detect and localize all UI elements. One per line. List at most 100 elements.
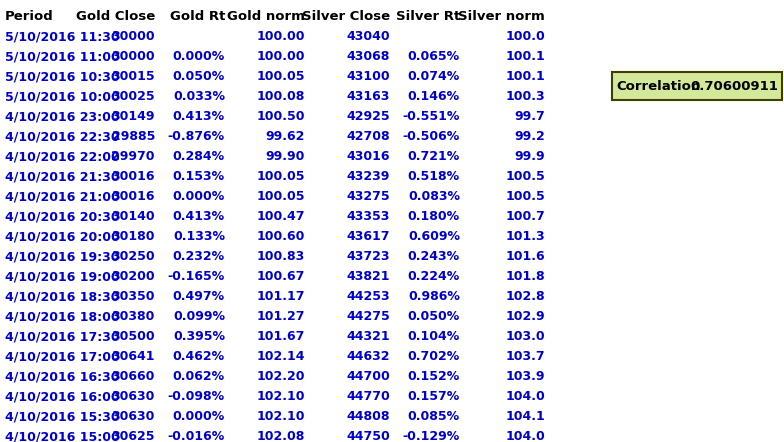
- Text: 99.7: 99.7: [514, 110, 545, 123]
- Text: 0.243%: 0.243%: [408, 251, 460, 263]
- Text: 0.152%: 0.152%: [408, 370, 460, 384]
- Text: 0.085%: 0.085%: [408, 411, 460, 423]
- Text: 4/10/2016 21:00: 4/10/2016 21:00: [5, 191, 120, 203]
- Text: 99.2: 99.2: [514, 130, 545, 144]
- Text: 102.10: 102.10: [256, 411, 305, 423]
- Text: 0.157%: 0.157%: [408, 390, 460, 404]
- Text: 30000: 30000: [111, 50, 155, 64]
- Text: 0.721%: 0.721%: [408, 150, 460, 164]
- Text: 30641: 30641: [111, 351, 155, 363]
- Text: Gold norm: Gold norm: [227, 11, 305, 23]
- Text: 0.497%: 0.497%: [173, 290, 225, 304]
- Text: 4/10/2016 15:00: 4/10/2016 15:00: [5, 431, 120, 442]
- Text: -0.551%: -0.551%: [403, 110, 460, 123]
- Text: 29885: 29885: [111, 130, 155, 144]
- Text: 43239: 43239: [347, 171, 390, 183]
- Text: 102.9: 102.9: [506, 310, 545, 324]
- Text: Silver Rt: Silver Rt: [396, 11, 460, 23]
- Text: 44253: 44253: [347, 290, 390, 304]
- Text: 0.104%: 0.104%: [408, 331, 460, 343]
- Text: 0.395%: 0.395%: [173, 331, 225, 343]
- Text: -0.506%: -0.506%: [403, 130, 460, 144]
- Text: 100.83: 100.83: [256, 251, 305, 263]
- Text: 0.609%: 0.609%: [408, 230, 460, 244]
- Text: 101.67: 101.67: [256, 331, 305, 343]
- Text: 4/10/2016 18:00: 4/10/2016 18:00: [5, 310, 120, 324]
- Text: 5/10/2016 11:00: 5/10/2016 11:00: [5, 50, 120, 64]
- Text: 30625: 30625: [111, 431, 155, 442]
- Text: 100.1: 100.1: [505, 71, 545, 84]
- Text: 102.8: 102.8: [506, 290, 545, 304]
- Text: 30660: 30660: [111, 370, 155, 384]
- Text: 30025: 30025: [111, 91, 155, 103]
- Text: 0.153%: 0.153%: [173, 171, 225, 183]
- Text: 4/10/2016 19:30: 4/10/2016 19:30: [5, 251, 119, 263]
- Text: 30250: 30250: [111, 251, 155, 263]
- Text: 100.67: 100.67: [256, 271, 305, 283]
- Text: 100.08: 100.08: [256, 91, 305, 103]
- Text: 103.9: 103.9: [506, 370, 545, 384]
- Text: 29970: 29970: [111, 150, 155, 164]
- Text: 0.146%: 0.146%: [408, 91, 460, 103]
- Text: 30500: 30500: [111, 331, 155, 343]
- Text: 5/10/2016 10:30: 5/10/2016 10:30: [5, 71, 120, 84]
- Text: 5/10/2016 10:00: 5/10/2016 10:00: [5, 91, 120, 103]
- Text: 42708: 42708: [347, 130, 390, 144]
- Text: 44632: 44632: [347, 351, 390, 363]
- Text: 0.000%: 0.000%: [172, 191, 225, 203]
- Text: 30350: 30350: [111, 290, 155, 304]
- Text: 100.5: 100.5: [505, 191, 545, 203]
- Text: 104.0: 104.0: [505, 431, 545, 442]
- Text: 0.413%: 0.413%: [173, 210, 225, 224]
- Text: 0.000%: 0.000%: [172, 50, 225, 64]
- Text: 43016: 43016: [347, 150, 390, 164]
- Text: 102.10: 102.10: [256, 390, 305, 404]
- Text: 43617: 43617: [347, 230, 390, 244]
- Text: 0.065%: 0.065%: [408, 50, 460, 64]
- Text: 4/10/2016 16:00: 4/10/2016 16:00: [5, 390, 120, 404]
- Text: 43723: 43723: [347, 251, 390, 263]
- Text: 30630: 30630: [111, 411, 155, 423]
- Text: 0.180%: 0.180%: [408, 210, 460, 224]
- Text: 4/10/2016 22:30: 4/10/2016 22:30: [5, 130, 120, 144]
- Text: 100.05: 100.05: [256, 71, 305, 84]
- Text: 0.000%: 0.000%: [172, 411, 225, 423]
- Text: 0.050%: 0.050%: [172, 71, 225, 84]
- Text: 0.074%: 0.074%: [408, 71, 460, 84]
- Text: 0.133%: 0.133%: [173, 230, 225, 244]
- Text: Gold Close: Gold Close: [76, 11, 155, 23]
- Text: -0.876%: -0.876%: [168, 130, 225, 144]
- Text: 4/10/2016 20:00: 4/10/2016 20:00: [5, 230, 120, 244]
- Text: 0.986%: 0.986%: [408, 290, 460, 304]
- Text: 4/10/2016 20:30: 4/10/2016 20:30: [5, 210, 120, 224]
- Text: 0.050%: 0.050%: [408, 310, 460, 324]
- Text: 4/10/2016 21:30: 4/10/2016 21:30: [5, 171, 120, 183]
- Text: 44700: 44700: [347, 370, 390, 384]
- Text: -0.098%: -0.098%: [168, 390, 225, 404]
- Text: 100.7: 100.7: [505, 210, 545, 224]
- Text: 4/10/2016 17:30: 4/10/2016 17:30: [5, 331, 120, 343]
- Text: -0.129%: -0.129%: [403, 431, 460, 442]
- Text: 0.062%: 0.062%: [173, 370, 225, 384]
- Text: 101.27: 101.27: [256, 310, 305, 324]
- Text: 4/10/2016 15:30: 4/10/2016 15:30: [5, 411, 120, 423]
- Text: 100.47: 100.47: [256, 210, 305, 224]
- Text: 100.5: 100.5: [505, 171, 545, 183]
- Text: 4/10/2016 18:30: 4/10/2016 18:30: [5, 290, 119, 304]
- Text: Gold Rt: Gold Rt: [169, 11, 225, 23]
- Text: 100.05: 100.05: [256, 171, 305, 183]
- Text: 100.0: 100.0: [505, 30, 545, 43]
- Text: 0.462%: 0.462%: [173, 351, 225, 363]
- Text: 30180: 30180: [111, 230, 155, 244]
- Text: 0.232%: 0.232%: [173, 251, 225, 263]
- Text: 43163: 43163: [347, 91, 390, 103]
- Text: 4/10/2016 16:30: 4/10/2016 16:30: [5, 370, 119, 384]
- Text: 4/10/2016 22:00: 4/10/2016 22:00: [5, 150, 120, 164]
- Text: 44808: 44808: [347, 411, 390, 423]
- Text: 100.3: 100.3: [506, 91, 545, 103]
- Text: 101.8: 101.8: [506, 271, 545, 283]
- Text: 43040: 43040: [347, 30, 390, 43]
- FancyBboxPatch shape: [612, 72, 782, 100]
- Text: 43100: 43100: [347, 71, 390, 84]
- Text: 0.518%: 0.518%: [408, 171, 460, 183]
